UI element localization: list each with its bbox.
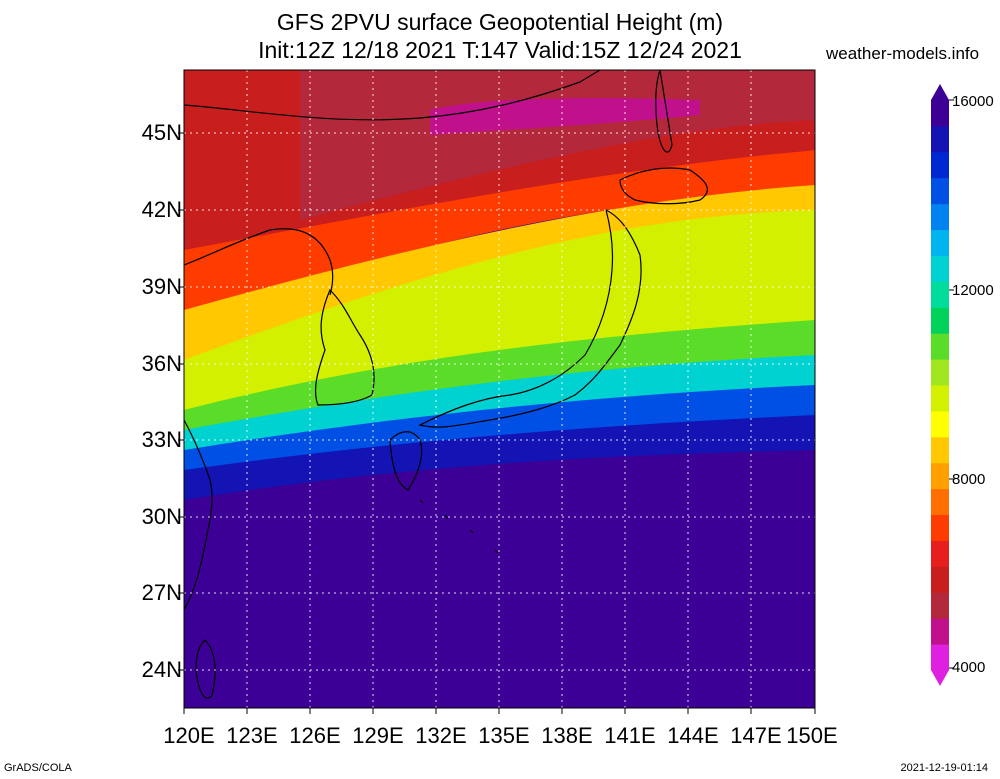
colorbar-swatch [931, 618, 949, 645]
colorbar-swatch [931, 644, 949, 671]
colorbar-swatch [931, 203, 949, 231]
y-tick-label: 42N [141, 197, 182, 222]
colorbar-swatch [931, 281, 949, 308]
colorbar-swatch [931, 177, 949, 205]
x-tick-label: 120E [163, 723, 215, 748]
y-tick-label: 39N [141, 274, 182, 299]
axis-ticks [178, 132, 816, 714]
colorbar-swatch [931, 333, 949, 360]
colorbar-bottom-arrow [931, 670, 949, 686]
x-tick-label: 150E [786, 723, 838, 748]
colorbar-swatch [931, 255, 949, 282]
korea-coast [314, 288, 375, 406]
x-tick-label: 144E [667, 723, 719, 748]
y-tick-label: 33N [141, 427, 182, 452]
colorbar-swatch [931, 540, 949, 567]
colorbar-swatch [931, 462, 949, 490]
colorbar-swatch [931, 566, 949, 593]
x-tick-label: 141E [604, 723, 656, 748]
colorbar-swatch [931, 151, 949, 179]
taiwan-coast [195, 639, 216, 699]
colorbar-swatch [931, 592, 949, 619]
y-tick-label: 36N [141, 351, 182, 376]
y-tick-label: 45N [141, 120, 182, 145]
sakhalin-coast [655, 70, 673, 153]
site-label: weather-models.info [826, 44, 980, 63]
colorbar-label: 12000 [952, 282, 994, 299]
y-tick-label: 30N [141, 504, 182, 529]
x-tick-label: 147E [730, 723, 782, 748]
colorbar-swatch [931, 359, 949, 386]
x-tick-label: 135E [478, 723, 530, 748]
colorbar-label: 16000 [952, 93, 994, 110]
colorbar-swatch [931, 514, 949, 541]
china-coast [184, 419, 213, 611]
mainland-coast [184, 70, 601, 296]
hokkaido-coast [619, 167, 708, 205]
field-band-magenta [430, 98, 700, 135]
x-tick-label: 129E [352, 723, 404, 748]
coastlines [184, 70, 708, 699]
colorbar [931, 84, 954, 686]
map-title-line-1: GFS 2PVU surface Geopotential Height (m) [276, 9, 724, 35]
colorbar-swatch [931, 385, 949, 412]
colorbar-swatch [931, 100, 949, 127]
colorbar-swatch [931, 229, 949, 256]
map-title-line-2: Init:12Z 12/18 2021 T:147 Valid:15Z 12/2… [258, 37, 742, 63]
colorbar-top-arrow [931, 84, 949, 100]
colorbar-swatch [931, 410, 949, 438]
colorbar-swatch [931, 307, 949, 334]
field-band-darkblue [184, 415, 815, 500]
x-tick-label: 132E [415, 723, 467, 748]
x-tick-label: 123E [226, 723, 278, 748]
colorbar-swatch [931, 436, 949, 464]
honshu-coast [418, 208, 642, 428]
field-band-orange [184, 150, 815, 330]
colorbar-swatch [931, 488, 949, 516]
y-tick-label: 27N [141, 580, 182, 605]
field-band-yellow [184, 185, 815, 380]
kyushu-coast [389, 431, 423, 491]
grid-lines [184, 70, 815, 708]
x-tick-label: 138E [541, 723, 593, 748]
field-band-lightgreen [184, 210, 815, 420]
credit-right: 2021-12-19-01:14 [900, 762, 988, 774]
colorbar-label: 8000 [952, 471, 986, 488]
x-tick-label: 126E [289, 723, 341, 748]
colorbar-swatch [931, 125, 949, 153]
colorbar-label: 4000 [952, 659, 986, 676]
credit-left: GrADS/COLA [4, 762, 72, 774]
ryukyu-islands [419, 499, 499, 554]
y-tick-label: 24N [141, 657, 182, 682]
